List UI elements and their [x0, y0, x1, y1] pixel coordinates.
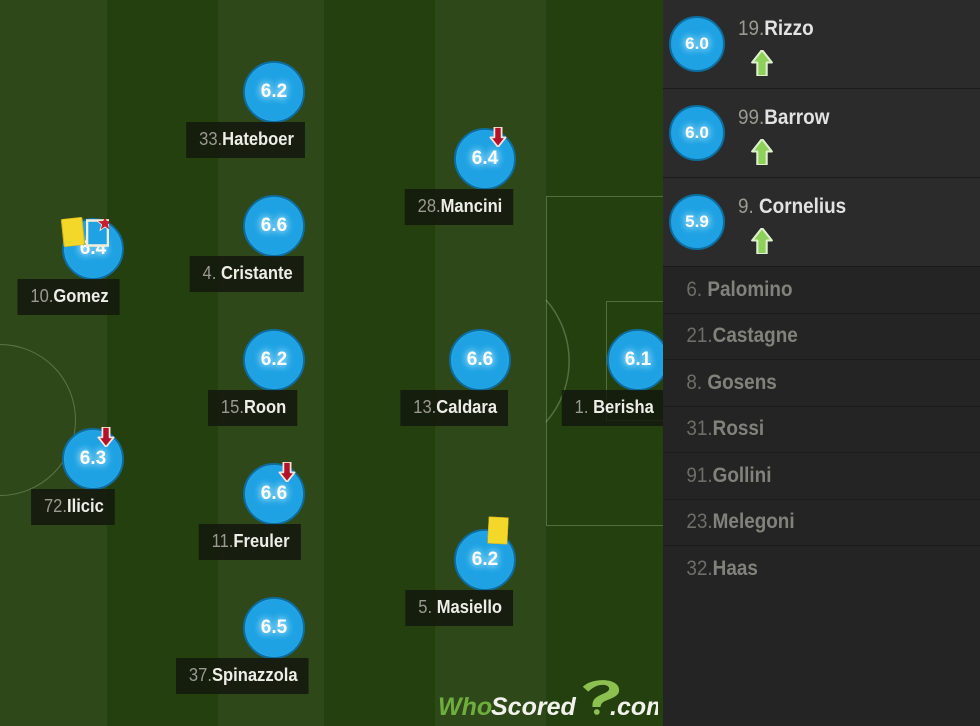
- svg-text:Scored: Scored: [491, 693, 576, 721]
- svg-text:Who: Who: [438, 693, 492, 721]
- svg-text:.com: .com: [610, 693, 658, 721]
